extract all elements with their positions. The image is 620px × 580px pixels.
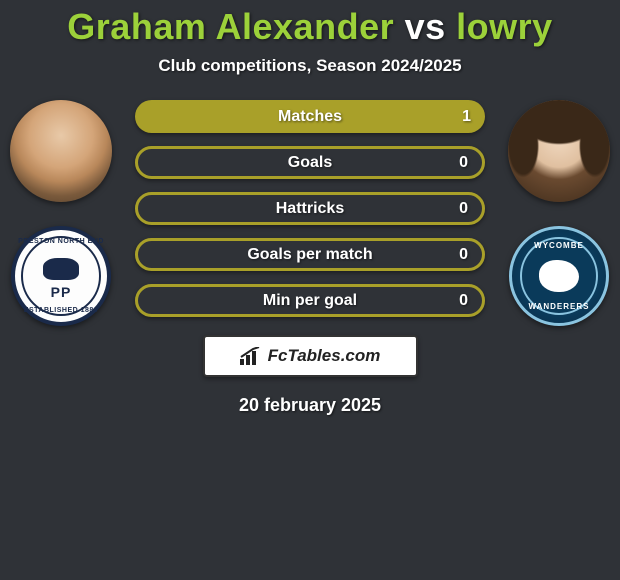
stat-value-right: 0 [459, 246, 468, 264]
player2-photo [508, 100, 610, 202]
stat-bar: Goals 0 [135, 146, 485, 179]
comparison-content: PRESTON NORTH END PP ESTABLISHED 1880 WY… [0, 100, 620, 416]
brand-text: FcTables.com [268, 346, 381, 366]
stats-column: Matches 1 Goals 0 Hattricks 0 Goals per match 0… [135, 100, 485, 317]
chart-icon [240, 347, 262, 365]
stat-bar: Goals per match 0 [135, 238, 485, 271]
title-player1: Graham Alexander [67, 6, 394, 47]
date-line: 20 february 2025 [10, 395, 610, 416]
stat-label: Goals [288, 154, 332, 172]
stat-value-right: 0 [459, 292, 468, 310]
stat-bar: Matches 1 [135, 100, 485, 133]
wycombe-swan-icon [539, 260, 579, 292]
club1-bottom-text: ESTABLISHED 1880 [24, 307, 98, 314]
stat-bar: Hattricks 0 [135, 192, 485, 225]
preston-lamb-icon [43, 258, 79, 280]
club1-initials: PP [51, 284, 72, 300]
player2-hair [508, 100, 610, 202]
club2-top-text: WYCOMBE [534, 241, 584, 250]
player1-photo [10, 100, 112, 202]
subtitle: Club competitions, Season 2024/2025 [0, 56, 620, 76]
stat-label: Min per goal [263, 292, 357, 310]
stat-label: Goals per match [247, 246, 372, 264]
stat-label: Matches [278, 108, 342, 126]
title-vs: vs [405, 6, 446, 47]
club2-bottom-text: WANDERERS [528, 302, 589, 311]
stat-value-right: 0 [459, 200, 468, 218]
title-player2: lowry [456, 6, 553, 47]
stat-bar: Min per goal 0 [135, 284, 485, 317]
stat-value-right: 1 [462, 108, 471, 126]
stat-value-right: 0 [459, 154, 468, 172]
club1-top-text: PRESTON NORTH END [18, 238, 104, 245]
page-title: Graham Alexander vs lowry [0, 0, 620, 48]
player1-club-logo: PRESTON NORTH END PP ESTABLISHED 1880 [11, 226, 111, 326]
right-player-column: WYCOMBE WANDERERS [504, 100, 614, 326]
left-player-column: PRESTON NORTH END PP ESTABLISHED 1880 [6, 100, 116, 326]
stat-label: Hattricks [276, 200, 344, 218]
brand-box: FcTables.com [203, 335, 418, 377]
player2-club-logo: WYCOMBE WANDERERS [509, 226, 609, 326]
